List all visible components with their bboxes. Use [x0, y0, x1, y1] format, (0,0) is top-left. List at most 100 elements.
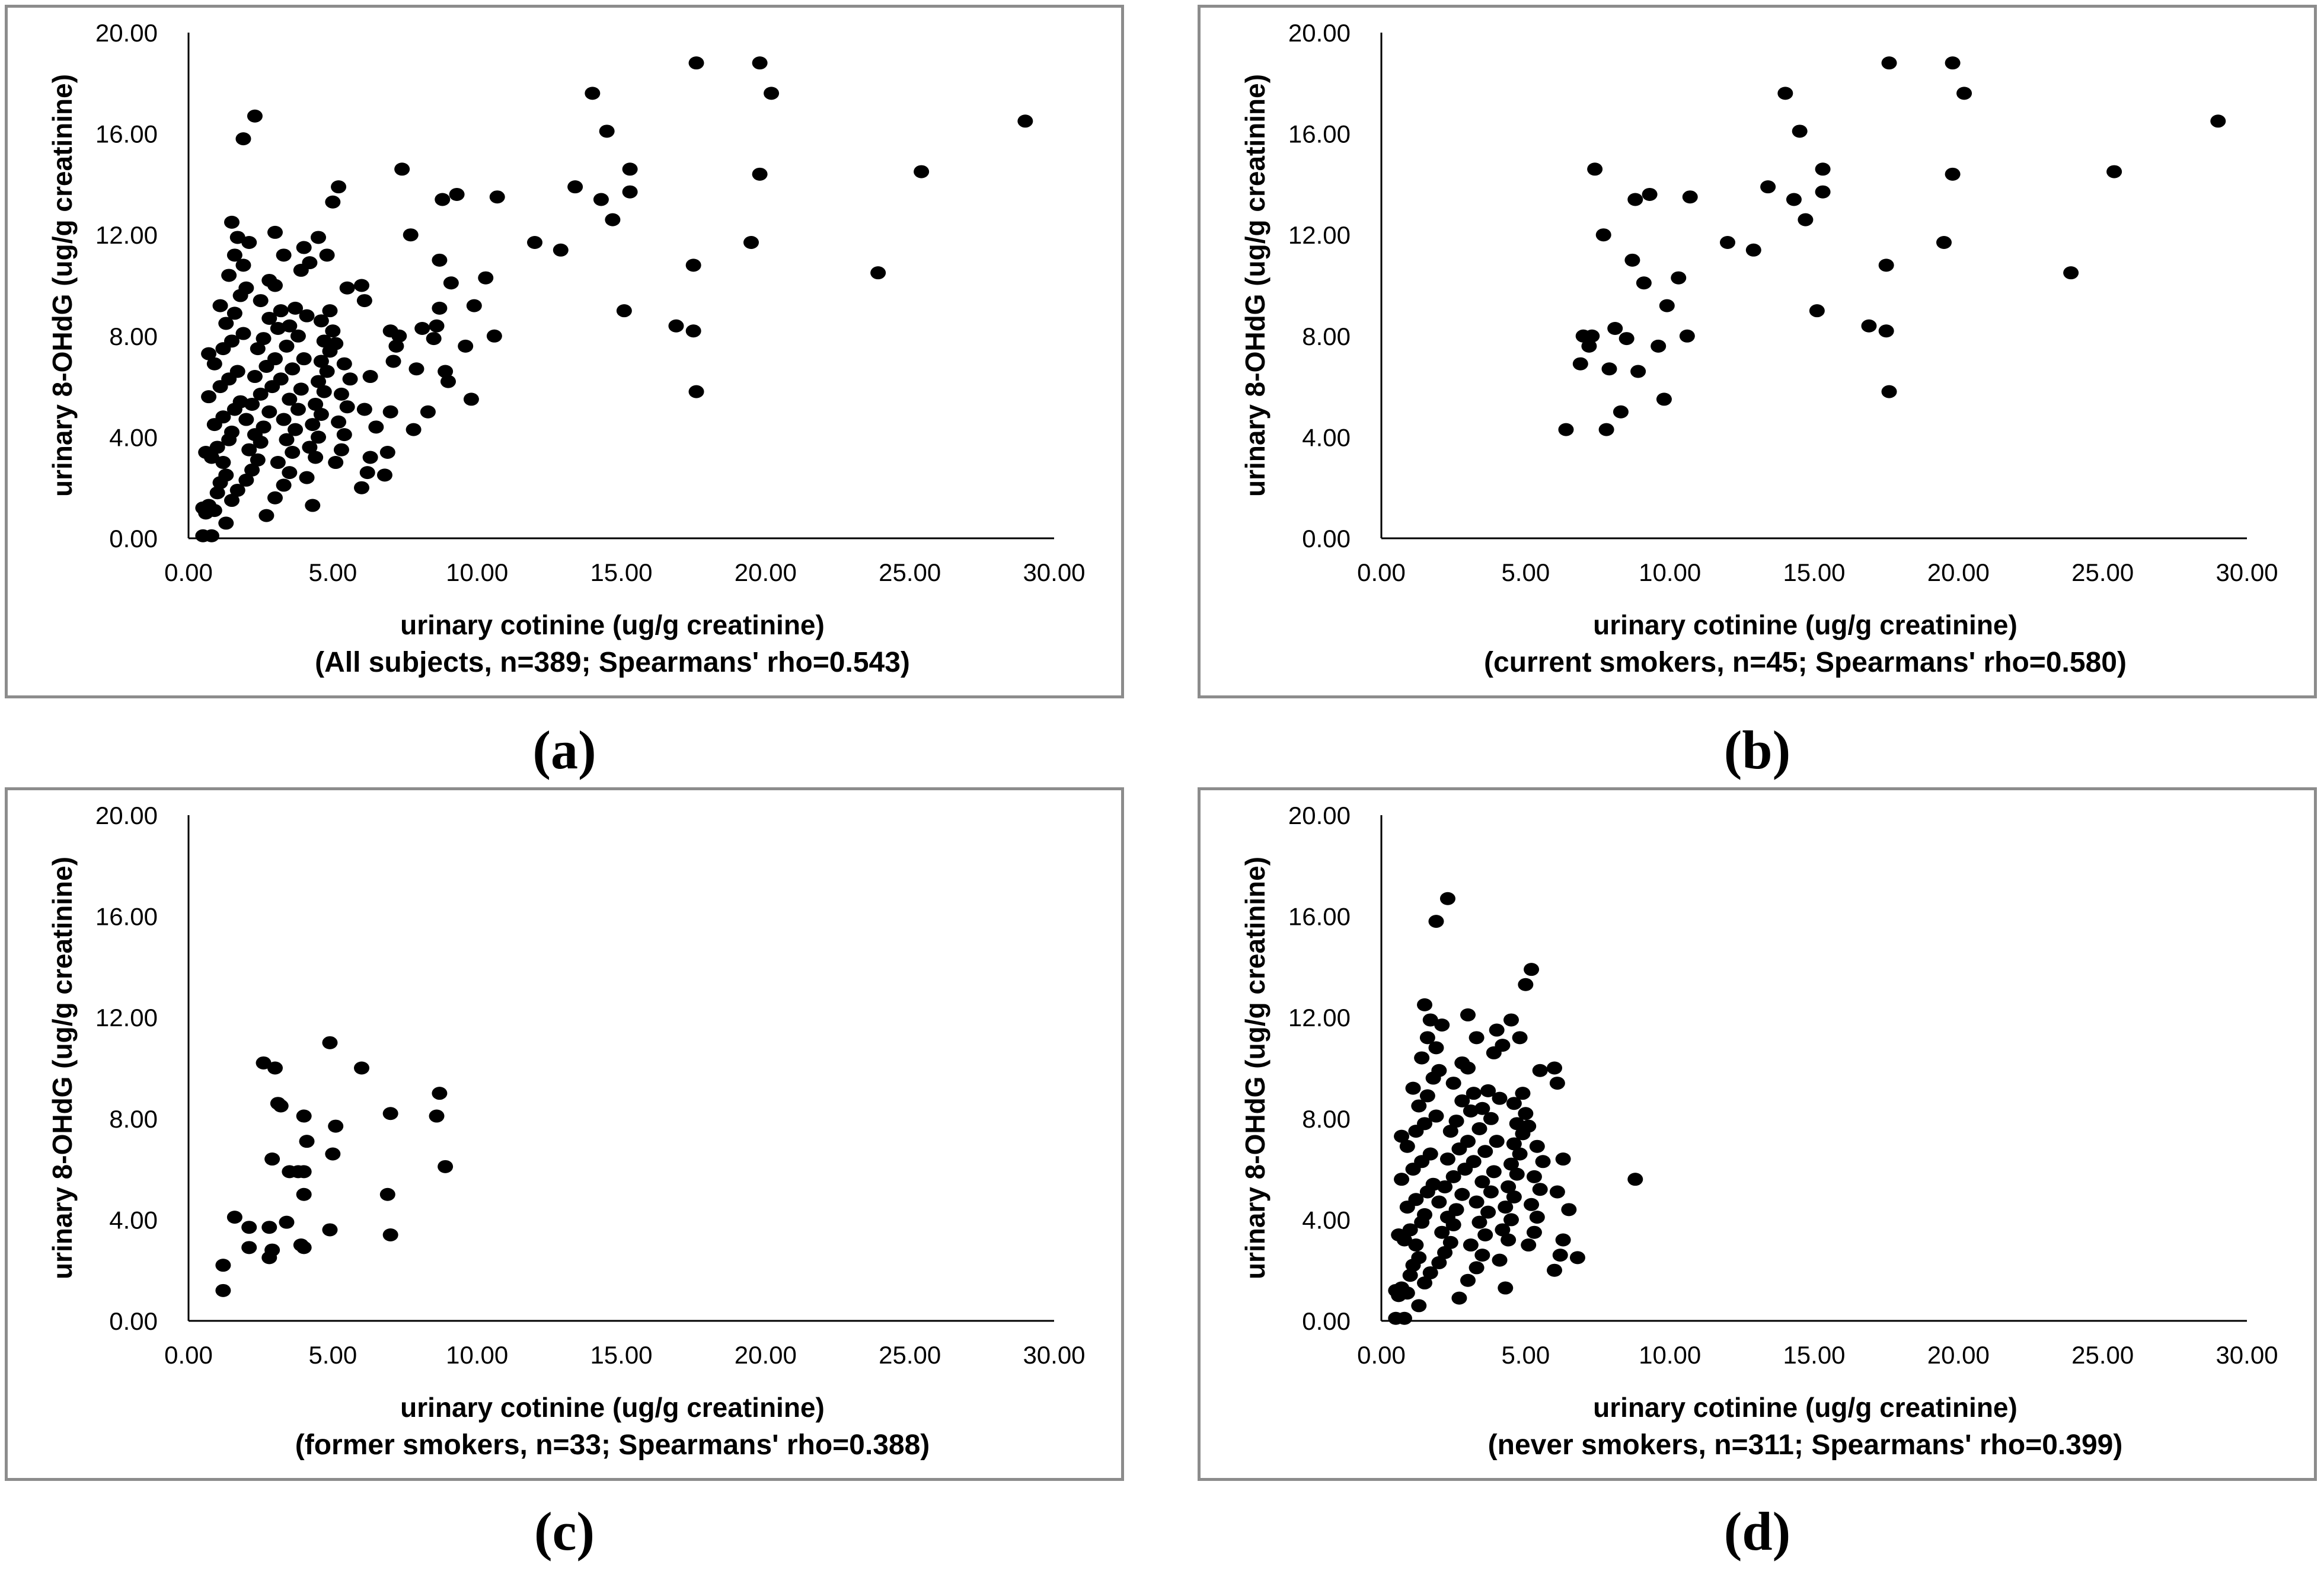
scatter-point — [1471, 1122, 1487, 1135]
scatter-point — [238, 413, 254, 426]
scatter-point — [1572, 357, 1588, 371]
x-tick-label: 5.00 — [1501, 1341, 1550, 1369]
x-tick-label: 25.00 — [2071, 558, 2134, 586]
scatter-point — [1408, 1193, 1424, 1206]
scatter-point — [1017, 114, 1033, 128]
scatter-point — [870, 266, 886, 280]
scatter-point — [408, 362, 424, 376]
scatter-point — [267, 352, 283, 366]
scatter-point — [201, 390, 217, 404]
panel-label-c: (c) — [534, 1501, 595, 1562]
scatter-point — [435, 193, 451, 206]
scatter-point — [414, 322, 430, 336]
scatter-point — [1878, 324, 1894, 338]
y-tick-label: 12.00 — [1288, 1004, 1351, 1032]
scatter-point — [215, 1259, 231, 1272]
scatter-point — [1521, 1238, 1537, 1252]
y-axis-label: urinary 8-OHdG (ug/g creatinine) — [1240, 74, 1270, 497]
scatter-point — [229, 483, 245, 497]
scatter-point — [1419, 1089, 1435, 1103]
scatter-point — [221, 269, 237, 282]
x-tick-label: 0.00 — [164, 1341, 213, 1369]
scatter-point — [1439, 892, 1455, 905]
y-axis-label: urinary 8-OHdG (ug/g creatinine) — [1240, 857, 1270, 1279]
scatter-point — [229, 365, 245, 378]
scatter-point — [273, 304, 289, 318]
x-tick-label: 15.00 — [1783, 1341, 1845, 1369]
scatter-point — [232, 395, 248, 408]
scatter-point — [339, 400, 355, 414]
scatter-point — [1503, 1213, 1519, 1227]
scatter-point — [325, 1147, 341, 1161]
x-tick-label: 25.00 — [879, 558, 941, 586]
scatter-point — [267, 491, 283, 505]
scatter-point — [1419, 1031, 1435, 1045]
scatter-point — [296, 241, 312, 254]
scatter-point — [1618, 332, 1635, 346]
scatter-point — [226, 1211, 242, 1224]
scatter-point — [1414, 1051, 1430, 1065]
scatter-point — [1547, 1061, 1562, 1075]
scatter-point — [296, 1187, 312, 1201]
scatter-point — [1391, 1228, 1407, 1241]
scatter-point — [282, 319, 298, 333]
scatter-point — [290, 329, 306, 343]
scatter-point — [325, 195, 341, 209]
x-tick-label: 30.00 — [1023, 1341, 1085, 1369]
scatter-point — [1945, 56, 1961, 70]
scatter-point — [1466, 1087, 1482, 1100]
x-tick-label: 25.00 — [2071, 1341, 2134, 1369]
chart-panel-d: 0.00 4.00 8.00 12.00 16.00 20.00 0.00 5.00 10.00… — [1198, 787, 2317, 1481]
y-tick-label: 16.00 — [95, 120, 158, 148]
scatter-point — [333, 443, 349, 456]
scatter-point — [1445, 1077, 1461, 1090]
scatter-point — [302, 440, 318, 454]
scatter-point — [1460, 1273, 1476, 1287]
scatter-point — [238, 281, 254, 295]
scatter-point — [1396, 1311, 1412, 1325]
scatter-point — [1463, 1238, 1479, 1252]
scatter-point — [1881, 385, 1897, 398]
scatter-point — [226, 307, 242, 320]
scatter-point — [394, 162, 410, 176]
scatter-point — [1448, 1115, 1464, 1128]
x-tick-label: 20.00 — [1927, 558, 1990, 586]
scatter-point — [264, 1243, 280, 1257]
scatter-point — [311, 430, 326, 444]
scatter-point — [276, 413, 292, 426]
scatter-point — [1651, 339, 1667, 353]
scatter-point — [319, 248, 335, 262]
scatter-point — [1431, 1256, 1447, 1269]
scatter-point — [339, 281, 355, 295]
scatter-point — [354, 279, 369, 292]
scatter-point — [1945, 167, 1961, 181]
scatter-point — [1529, 1139, 1545, 1153]
scatter-point — [403, 228, 419, 242]
chart-subtitle: (All subjects, n=389; Spearmans' rho=0.5… — [315, 647, 910, 678]
scatter-point — [1442, 1125, 1458, 1138]
scatter-point — [1422, 1013, 1438, 1027]
scatter-point — [685, 324, 701, 338]
scatter-point — [1607, 322, 1623, 336]
scatter-chart-c: 0.00 4.00 8.00 12.00 16.00 20.00 0.00 5.00 10.00… — [47, 802, 1086, 1461]
scatter-point — [235, 132, 251, 146]
scatter-point — [1442, 1235, 1458, 1249]
scatter-point — [1480, 1205, 1496, 1219]
scatter-point — [285, 362, 301, 376]
scatter-point — [1480, 1084, 1496, 1097]
scatter-point — [322, 304, 338, 318]
x-tick-label: 0.00 — [1357, 1341, 1406, 1369]
scatter-point — [319, 365, 335, 378]
scatter-point — [1417, 1276, 1432, 1290]
scatter-point — [1581, 339, 1597, 353]
scatter-point — [247, 370, 263, 384]
scatter-point — [224, 215, 240, 229]
scatter-point — [1460, 1008, 1476, 1021]
scatter-point — [1656, 392, 1672, 406]
scatter-point — [429, 319, 445, 333]
scatter-point — [256, 1056, 272, 1069]
scatter-point — [1402, 1269, 1418, 1282]
scatter-point — [1428, 1109, 1444, 1123]
scatter-point — [270, 322, 286, 336]
scatter-point — [1463, 1104, 1479, 1118]
